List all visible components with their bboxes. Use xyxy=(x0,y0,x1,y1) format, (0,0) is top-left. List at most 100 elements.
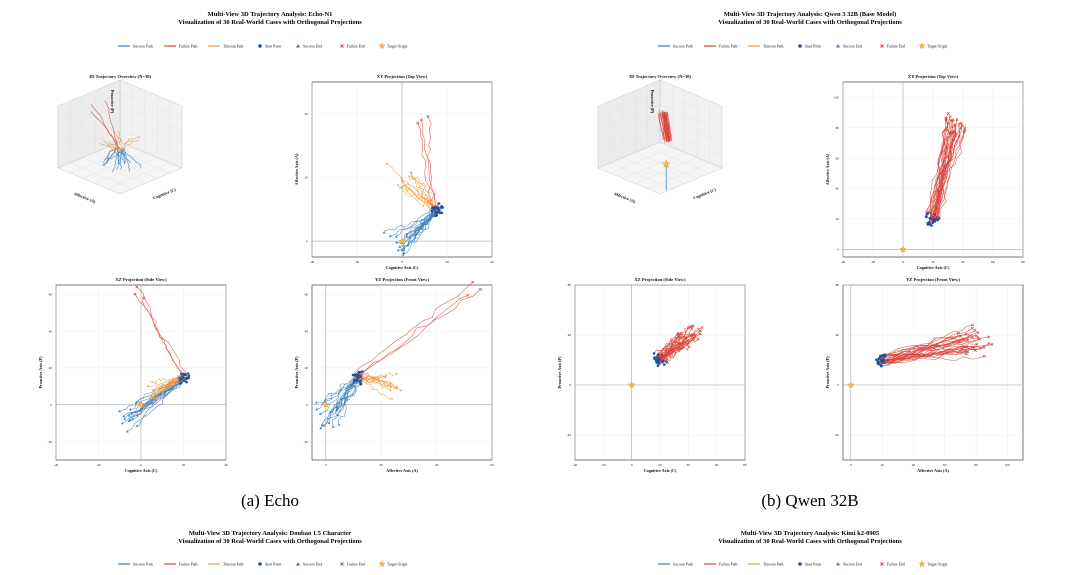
failure-end-marker xyxy=(971,335,974,339)
legend-item: Target Origin xyxy=(918,560,948,567)
caption-qwen: (b) Qwen 32B xyxy=(761,491,858,510)
x-tick-label: 0 xyxy=(401,260,403,264)
x-tick-label: 20 xyxy=(182,463,186,467)
failure-end-marker xyxy=(692,337,696,341)
trajectory-path xyxy=(884,336,973,355)
y-tick-label: 40 xyxy=(568,333,572,337)
failure-end-marker xyxy=(133,292,137,296)
trajectory-path-3d xyxy=(123,136,141,146)
failure-end-marker xyxy=(698,332,702,336)
trajectory-path-3d xyxy=(663,113,670,141)
legend-item: Failure End xyxy=(340,562,365,567)
legend-x-marker xyxy=(880,44,884,48)
legend-qwen: Success Path Failure Path Timeout Path Star… xyxy=(658,42,948,49)
success-end-marker xyxy=(130,412,133,415)
y-axis-label: Proactive Axis (P) xyxy=(38,356,43,389)
success-end-marker xyxy=(405,234,408,238)
target-origin-marker xyxy=(847,381,855,389)
trajectory-path xyxy=(881,336,989,358)
trajectory-group xyxy=(847,323,994,389)
failure-end-marker xyxy=(683,340,687,344)
x-tick-label: 100 xyxy=(1005,463,1010,467)
x-tick-label: -40 xyxy=(841,260,846,264)
legend-label: Start Point xyxy=(805,45,822,49)
success-end-marker xyxy=(320,423,324,426)
legend-item: Start Point xyxy=(798,562,822,567)
legend-item: Failure End xyxy=(880,562,905,567)
start-point xyxy=(877,362,881,366)
trajectory-path-3d xyxy=(118,130,123,148)
failure-end-marker xyxy=(677,335,681,339)
start-point xyxy=(880,360,883,363)
start-point xyxy=(928,217,932,220)
legend-label: Success End xyxy=(303,563,322,567)
grid-line-3d xyxy=(659,92,723,119)
legend-triangle-marker xyxy=(836,44,840,48)
target-origin-marker xyxy=(322,400,330,408)
failure-end-marker xyxy=(964,332,968,336)
trajectory-path-3d xyxy=(660,112,667,141)
target-origin-marker xyxy=(378,560,386,567)
target-origin-marker xyxy=(628,381,636,389)
trajectory-path xyxy=(158,373,184,389)
start-point xyxy=(187,376,191,380)
y-tick-label: -20 xyxy=(47,440,52,444)
figure-title: Multi-View 3D Trajectory Analysis: Qwen … xyxy=(724,11,896,18)
legend-x-marker xyxy=(880,562,884,566)
y-tick-label: 80 xyxy=(568,283,572,287)
failure-end-marker xyxy=(944,118,948,122)
start-point xyxy=(926,223,930,226)
trajectory-3d-panel: 3D Trajectory Overview (N=30) Affective (… xyxy=(597,74,723,204)
grid-line-3d xyxy=(82,157,145,184)
trajectory-path xyxy=(417,123,433,212)
timeout-end-marker xyxy=(402,185,405,188)
panel-title: 3D Trajectory Overview (N=30) xyxy=(89,74,152,79)
trajectory-group xyxy=(315,280,482,430)
floor-plane xyxy=(57,141,183,195)
start-point xyxy=(185,377,188,381)
legend-label: Target Origin xyxy=(387,45,408,49)
failure-end-marker xyxy=(975,342,979,346)
failure-end-marker xyxy=(948,115,952,119)
trajectory-path xyxy=(659,337,684,361)
axis-label-affective: Affective (A) xyxy=(613,191,637,204)
timeout-end-marker xyxy=(386,163,388,165)
trajectory-path xyxy=(413,209,441,239)
figure-subtitle: Visualization of 30 Real-World Cases wit… xyxy=(718,19,902,26)
legend-label: Success End xyxy=(843,45,862,49)
trajectory-path xyxy=(927,136,960,225)
timeout-end-marker xyxy=(377,377,380,380)
trajectory-path xyxy=(936,131,965,221)
timeout-end-marker xyxy=(389,382,392,385)
start-point xyxy=(179,378,183,381)
start-point xyxy=(181,372,185,376)
failure-end-marker xyxy=(963,126,967,130)
timeout-end-marker xyxy=(408,175,411,178)
success-end-marker xyxy=(315,407,318,411)
floor-plane xyxy=(597,141,723,195)
failure-end-marker xyxy=(471,280,475,284)
trajectory-path-3d xyxy=(111,148,123,173)
failure-end-marker xyxy=(971,323,974,327)
failure-end-marker xyxy=(952,130,956,134)
legend-label: Failure End xyxy=(887,563,905,567)
success-end-marker xyxy=(128,407,132,411)
grid-line-3d xyxy=(57,104,121,131)
start-point xyxy=(930,224,933,227)
projection-panel: XZ Projection (Side View) -40 -20 0 20 40 -20 0… xyxy=(38,277,228,473)
start-point xyxy=(440,211,443,215)
start-point xyxy=(879,363,883,367)
legend-label: Start Point xyxy=(265,563,282,567)
y-tick-label: 80 xyxy=(836,126,840,130)
failure-end-marker xyxy=(677,341,681,345)
legend-label: Failure Path xyxy=(179,563,198,567)
timeout-end-marker xyxy=(152,397,155,400)
x-tick-label: -20 xyxy=(871,260,876,264)
success-end-marker xyxy=(406,243,410,247)
failure-end-marker xyxy=(950,125,954,129)
trajectory-path-3d xyxy=(127,139,140,147)
failure-end-marker xyxy=(990,342,994,346)
grid-line-3d xyxy=(622,152,685,179)
trajectory-path xyxy=(338,378,359,425)
start-point xyxy=(351,373,355,377)
